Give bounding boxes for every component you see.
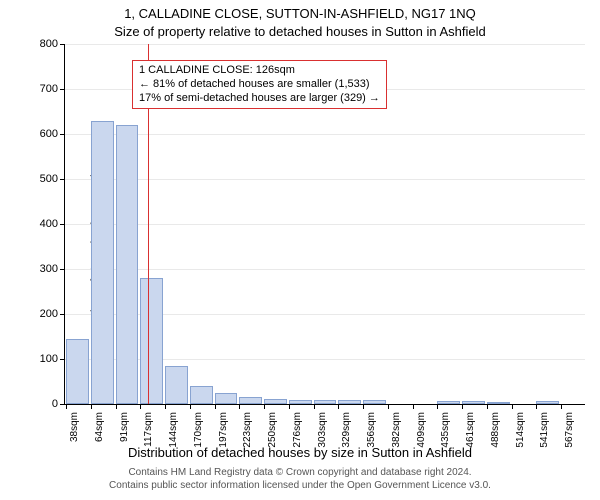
- x-tick: [66, 404, 67, 409]
- x-tick-label: 514sqm: [515, 412, 526, 452]
- page-title-line2: Size of property relative to detached ho…: [0, 24, 600, 39]
- x-tick-label: 144sqm: [168, 412, 179, 452]
- x-tick: [487, 404, 488, 409]
- x-tick-label: 223sqm: [242, 412, 253, 452]
- histogram-bar: [190, 386, 213, 404]
- x-tick: [239, 404, 240, 409]
- x-tick: [561, 404, 562, 409]
- x-tick: [437, 404, 438, 409]
- y-tick: [60, 44, 65, 45]
- x-tick: [363, 404, 364, 409]
- x-tick-label: 197sqm: [218, 412, 229, 452]
- annotation-line2: ← 81% of detached houses are smaller (1,…: [139, 78, 380, 92]
- annotation-box: 1 CALLADINE CLOSE: 126sqm ← 81% of detac…: [132, 60, 387, 109]
- x-tick: [289, 404, 290, 409]
- x-tick: [388, 404, 389, 409]
- x-tick-label: 541sqm: [539, 412, 550, 452]
- x-tick: [462, 404, 463, 409]
- x-tick: [165, 404, 166, 409]
- y-tick-label: 800: [8, 38, 58, 50]
- annotation-line3: 17% of semi-detached houses are larger (…: [139, 92, 380, 106]
- x-tick: [91, 404, 92, 409]
- gridline: [65, 269, 585, 270]
- x-tick-label: 488sqm: [490, 412, 501, 452]
- x-tick: [512, 404, 513, 409]
- y-tick-label: 200: [8, 308, 58, 320]
- histogram-bar: [215, 393, 238, 404]
- x-tick-label: 91sqm: [119, 412, 130, 452]
- x-tick: [140, 404, 141, 409]
- histogram-bar: [91, 121, 114, 405]
- histogram-bar: [338, 400, 361, 404]
- x-tick-label: 250sqm: [267, 412, 278, 452]
- y-tick-label: 300: [8, 263, 58, 275]
- x-tick: [338, 404, 339, 409]
- y-tick: [60, 314, 65, 315]
- gridline: [65, 224, 585, 225]
- y-tick: [60, 89, 65, 90]
- histogram-bar: [462, 401, 485, 404]
- page-title-line1: 1, CALLADINE CLOSE, SUTTON-IN-ASHFIELD, …: [0, 6, 600, 21]
- histogram-bar: [536, 401, 559, 404]
- y-tick: [60, 359, 65, 360]
- x-tick-label: 117sqm: [143, 412, 154, 452]
- y-tick: [60, 179, 65, 180]
- histogram-bar: [314, 400, 337, 404]
- x-tick-label: 64sqm: [94, 412, 105, 452]
- histogram-bar: [289, 400, 312, 405]
- x-tick-label: 276sqm: [292, 412, 303, 452]
- x-tick: [264, 404, 265, 409]
- x-tick-label: 356sqm: [366, 412, 377, 452]
- histogram-bar: [165, 366, 188, 404]
- x-tick: [215, 404, 216, 409]
- histogram-bar: [239, 397, 262, 404]
- x-tick-label: 170sqm: [193, 412, 204, 452]
- x-tick-label: 329sqm: [341, 412, 352, 452]
- y-tick: [60, 269, 65, 270]
- x-tick: [314, 404, 315, 409]
- copyright-notice: Contains HM Land Registry data © Crown c…: [0, 466, 600, 492]
- annotation-line1: 1 CALLADINE CLOSE: 126sqm: [139, 64, 380, 78]
- gridline: [65, 44, 585, 45]
- histogram-bar: [140, 278, 163, 404]
- histogram-bar: [487, 402, 510, 404]
- histogram-bar: [264, 399, 287, 404]
- x-tick: [536, 404, 537, 409]
- x-tick-label: 409sqm: [416, 412, 427, 452]
- y-tick-label: 400: [8, 218, 58, 230]
- histogram-bar: [116, 125, 139, 404]
- y-tick-label: 0: [8, 398, 58, 410]
- copyright-line2: Contains public sector information licen…: [0, 479, 600, 492]
- gridline: [65, 179, 585, 180]
- x-tick-label: 461sqm: [465, 412, 476, 452]
- y-tick: [60, 404, 65, 405]
- x-tick: [190, 404, 191, 409]
- y-tick-label: 500: [8, 173, 58, 185]
- gridline: [65, 134, 585, 135]
- copyright-line1: Contains HM Land Registry data © Crown c…: [0, 466, 600, 479]
- y-tick: [60, 134, 65, 135]
- y-tick-label: 100: [8, 353, 58, 365]
- y-tick-label: 700: [8, 83, 58, 95]
- histogram-bar: [363, 400, 386, 404]
- histogram-bar: [66, 339, 89, 404]
- x-tick: [116, 404, 117, 409]
- y-tick: [60, 224, 65, 225]
- x-tick-label: 435sqm: [440, 412, 451, 452]
- y-tick-label: 600: [8, 128, 58, 140]
- x-tick: [413, 404, 414, 409]
- x-tick-label: 303sqm: [317, 412, 328, 452]
- x-tick-label: 382sqm: [391, 412, 402, 452]
- x-tick-label: 38sqm: [69, 412, 80, 452]
- histogram-bar: [437, 401, 460, 404]
- x-tick-label: 567sqm: [564, 412, 575, 452]
